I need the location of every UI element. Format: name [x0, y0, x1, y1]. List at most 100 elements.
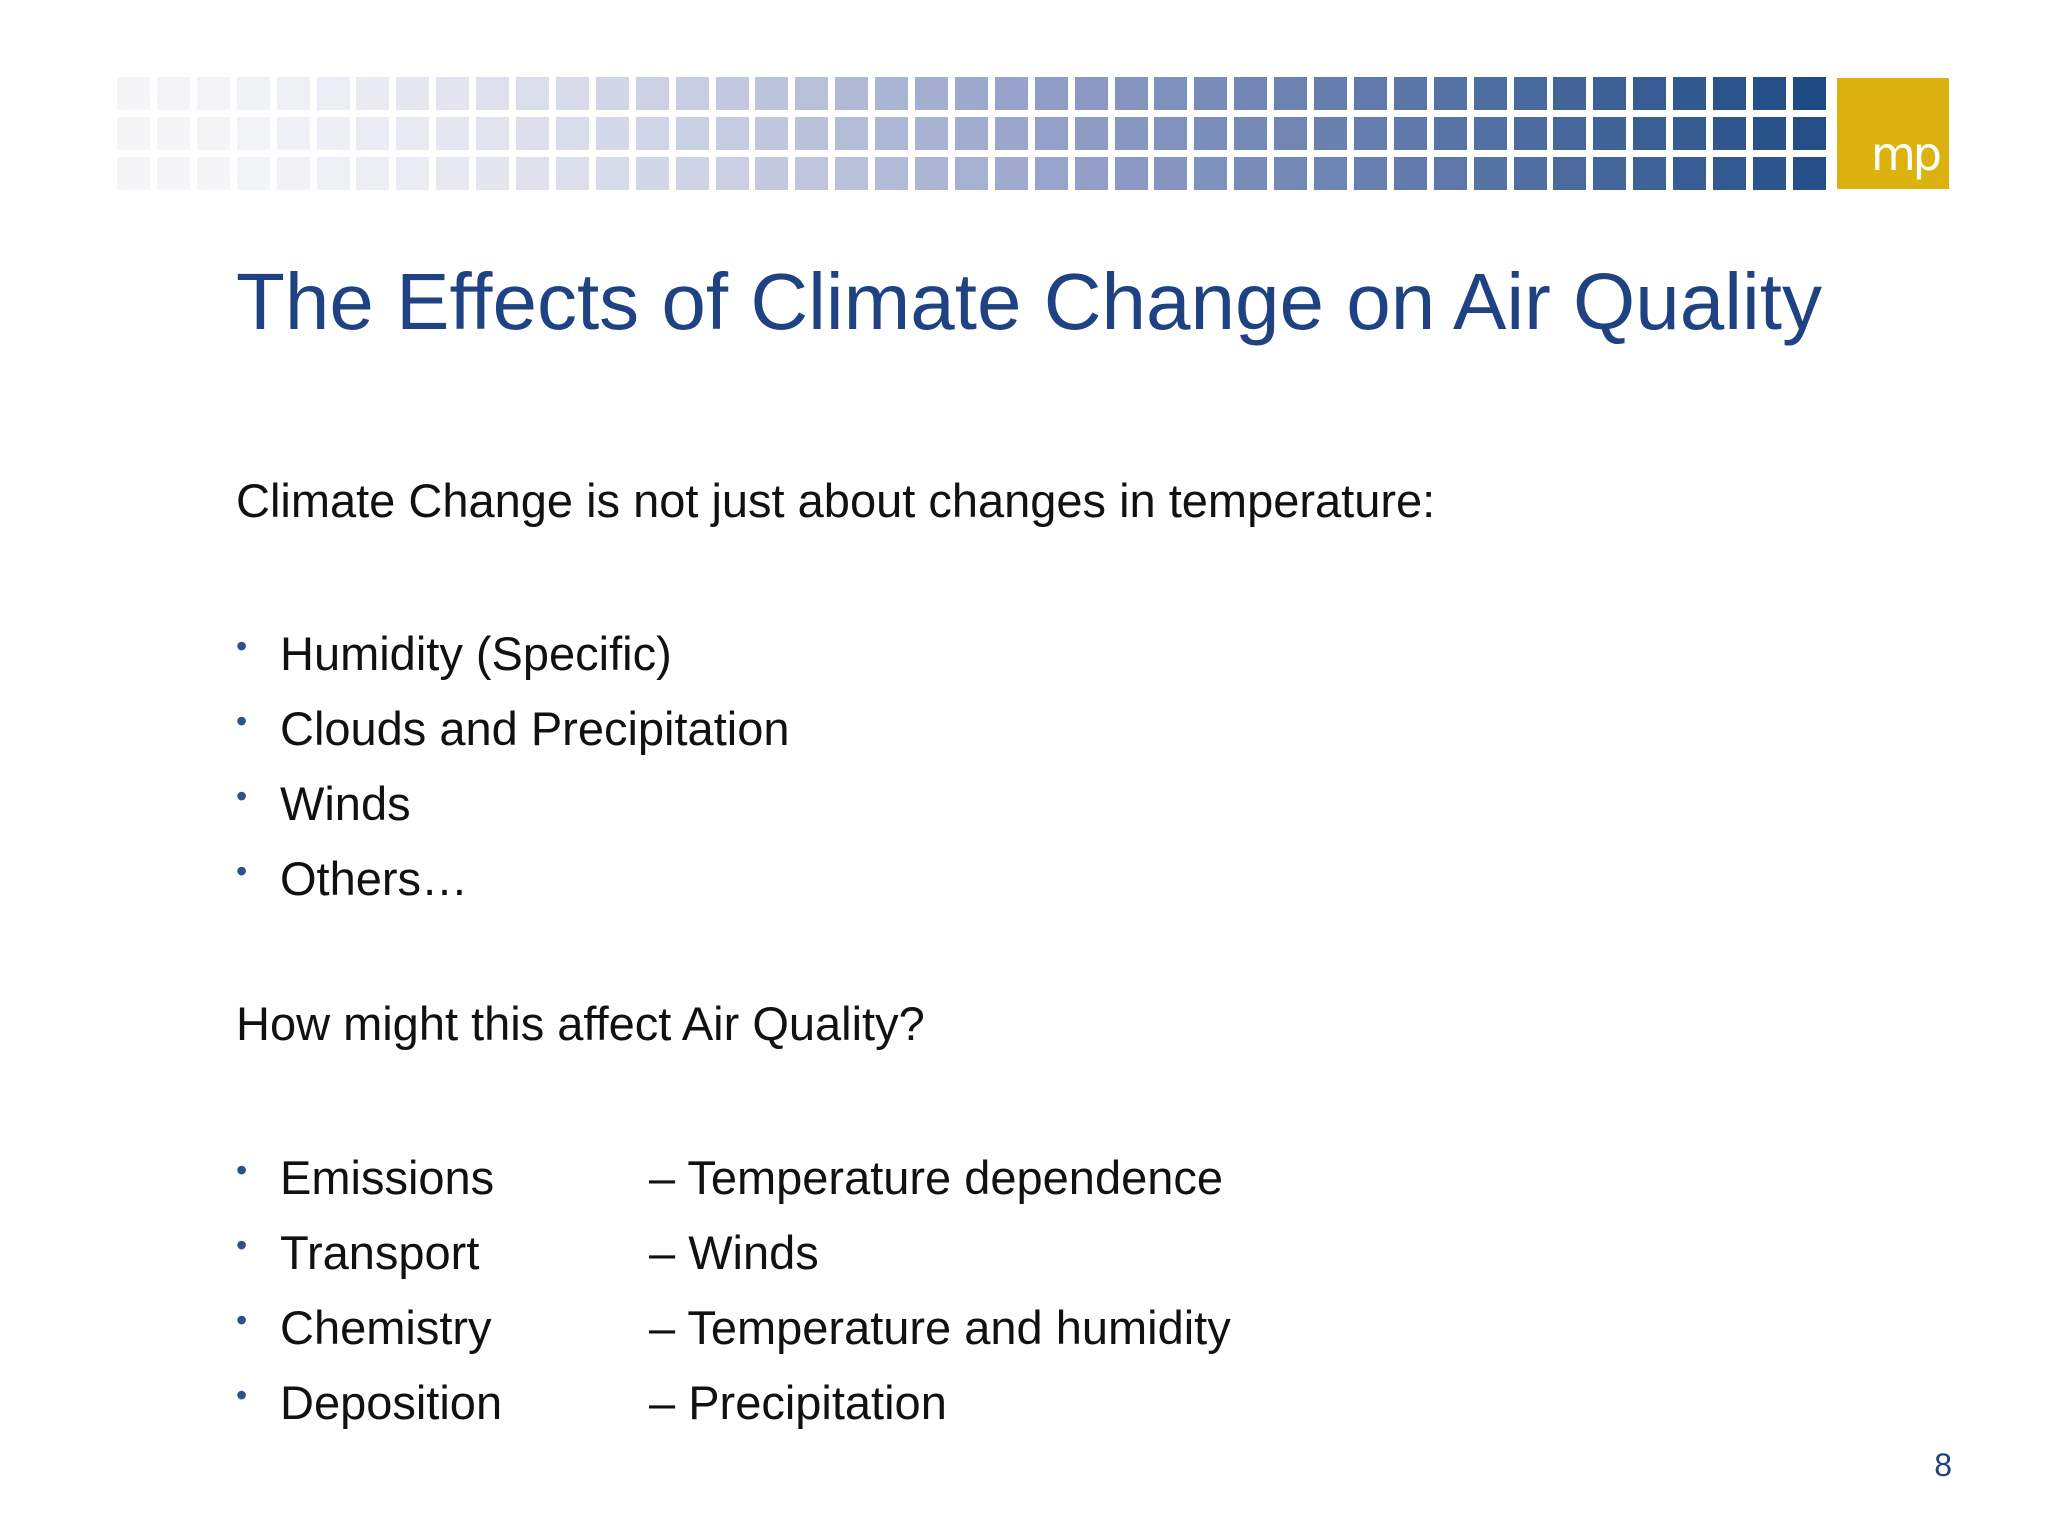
decorative-tile — [635, 77, 669, 110]
decorative-tile — [1074, 116, 1108, 150]
decorative-tile — [1074, 77, 1108, 110]
decorative-tile — [1353, 156, 1387, 190]
decorative-tile — [915, 116, 948, 150]
decorative-tile — [1034, 116, 1068, 150]
decorative-tile — [1353, 116, 1387, 150]
decorative-tile — [635, 116, 669, 150]
decorative-tile — [1553, 156, 1587, 190]
impact-description: – Winds — [649, 1226, 819, 1279]
decorative-tile — [915, 156, 948, 190]
decorative-tile — [516, 156, 549, 190]
impact-label: Chemistry — [280, 1301, 492, 1354]
page-number: 8 — [1934, 1447, 1952, 1483]
decorative-tile — [316, 156, 350, 190]
decorative-tile — [835, 156, 869, 190]
decorative-tile — [1752, 156, 1786, 190]
decorative-tile — [635, 156, 669, 190]
decorative-tile — [675, 156, 709, 190]
decorative-tile — [1633, 156, 1667, 190]
decorative-tile — [1114, 77, 1148, 110]
decorative-tile — [994, 116, 1028, 150]
decorative-tile — [117, 156, 150, 190]
decorative-tile — [875, 77, 909, 110]
decorative-tile — [316, 116, 350, 150]
decorative-tile — [117, 77, 150, 110]
decorative-tile — [1314, 116, 1347, 150]
decorative-tile — [476, 77, 510, 110]
decorative-tile — [396, 156, 430, 190]
decorative-tile — [1792, 77, 1826, 110]
decorative-tile — [356, 77, 390, 110]
decorative-tile — [1473, 77, 1507, 110]
impact-label: Deposition — [280, 1376, 503, 1429]
decorative-tile — [236, 77, 270, 110]
decorative-tile — [1393, 77, 1427, 110]
decorative-tile — [1194, 116, 1228, 150]
decorative-tile — [516, 116, 549, 150]
impact-label: Emissions — [280, 1151, 495, 1204]
decorative-tile — [1114, 116, 1148, 150]
bullet-icon: • — [236, 1302, 248, 1338]
decorative-tile — [795, 77, 829, 110]
factor-label: Others… — [280, 852, 469, 905]
decorative-tile — [1633, 77, 1667, 110]
header-band: mp — [117, 77, 1963, 194]
decorative-tile — [1314, 156, 1347, 190]
logo-text: mp — [1870, 127, 1942, 181]
decorative-tile — [1433, 156, 1467, 190]
decorative-tile — [316, 77, 350, 110]
decorative-tile — [1752, 77, 1786, 110]
decorative-tile — [1274, 77, 1308, 110]
decorative-tile — [1194, 156, 1228, 190]
decorative-tile — [1473, 156, 1507, 190]
decorative-tile — [236, 156, 270, 190]
decorative-tile — [396, 116, 430, 150]
decorative-tile — [1792, 156, 1826, 190]
decorative-tile — [1513, 77, 1547, 110]
decorative-tile — [1274, 116, 1308, 150]
decorative-tile — [555, 77, 589, 110]
decorative-tile — [994, 77, 1028, 110]
decorative-tile — [436, 116, 470, 150]
factor-label: Clouds and Precipitation — [280, 702, 790, 755]
bullet-icon: • — [236, 1227, 248, 1263]
factor-label: Humidity (Specific) — [280, 627, 672, 680]
decorative-tile — [1553, 116, 1587, 150]
decorative-tile — [476, 156, 510, 190]
decorative-tile — [1234, 116, 1268, 150]
bullet-icon: • — [236, 1152, 248, 1188]
decorative-tile — [1713, 156, 1746, 190]
decorative-tile — [1713, 116, 1746, 150]
decorative-tile — [156, 156, 190, 190]
decorative-tile — [835, 77, 869, 110]
bullet-icon: • — [236, 778, 248, 814]
bullet-icon: • — [236, 1377, 248, 1413]
decorative-tile — [1154, 77, 1188, 110]
decorative-tile — [954, 77, 988, 110]
decorative-tile — [875, 156, 909, 190]
decorative-tile — [196, 77, 230, 110]
decorative-tile — [795, 116, 829, 150]
slide-title: The Effects of Climate Change on Air Qua… — [236, 257, 1822, 346]
decorative-tile — [1154, 156, 1188, 190]
decorative-tile — [396, 77, 430, 110]
decorative-tile — [595, 116, 629, 150]
logo: mp — [1837, 78, 1949, 189]
decorative-tile — [835, 116, 869, 150]
decorative-tile — [1553, 77, 1587, 110]
decorative-tile — [954, 116, 988, 150]
decorative-tile — [715, 156, 749, 190]
decorative-tile — [356, 156, 390, 190]
decorative-tile — [1752, 116, 1786, 150]
decorative-tile — [1593, 116, 1627, 150]
bullet-icon: • — [236, 703, 248, 739]
impact-label: Transport — [280, 1226, 480, 1279]
decorative-tile — [875, 116, 909, 150]
decorative-tile — [1473, 116, 1507, 150]
decorative-tile — [117, 116, 150, 150]
decorative-tile — [1114, 156, 1148, 190]
decorative-tile — [1034, 156, 1068, 190]
intro-text: Climate Change is not just about changes… — [236, 474, 1436, 527]
decorative-tile — [675, 116, 709, 150]
